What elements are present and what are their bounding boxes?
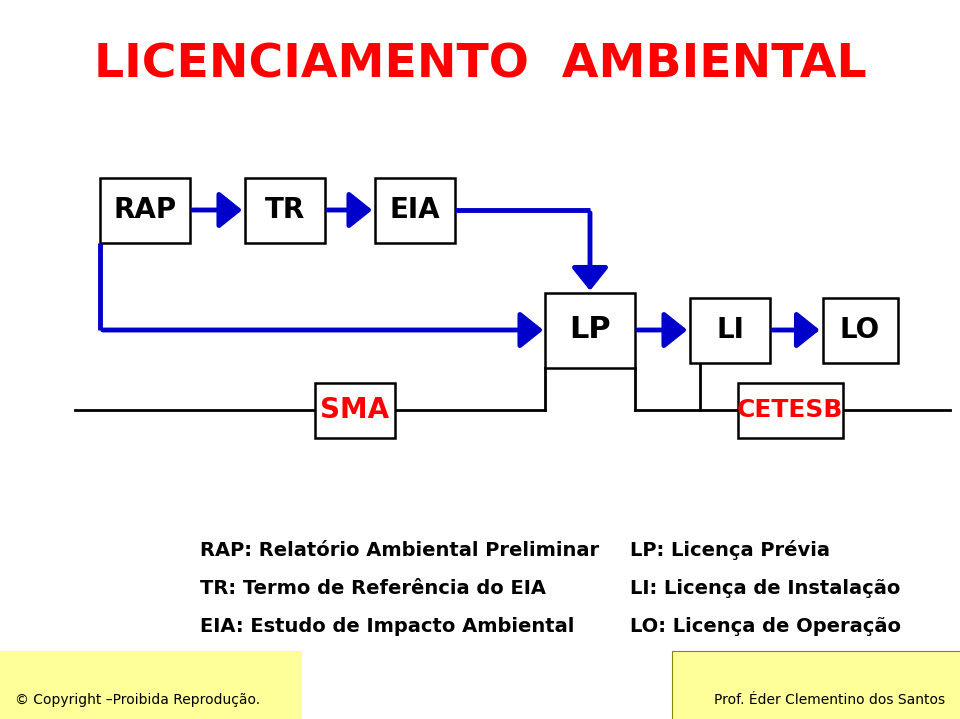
- Text: © Copyright –Proibida Reprodução.: © Copyright –Proibida Reprodução.: [15, 693, 260, 707]
- Text: RAP: Relatório Ambiental Preliminar: RAP: Relatório Ambiental Preliminar: [200, 541, 599, 559]
- Text: CETESB: CETESB: [737, 398, 843, 422]
- Bar: [375, 178, 455, 242]
- Bar: [245, 178, 325, 242]
- Text: SMA: SMA: [321, 396, 390, 424]
- Bar: [737, 383, 843, 437]
- Bar: [100, 178, 190, 242]
- Bar: [823, 298, 898, 362]
- Text: TR: Termo de Referência do EIA: TR: Termo de Referência do EIA: [200, 579, 546, 597]
- Text: LP: Licença Prévia: LP: Licença Prévia: [630, 540, 830, 560]
- Bar: [690, 298, 770, 362]
- Text: Prof. Éder Clementino dos Santos: Prof. Éder Clementino dos Santos: [714, 693, 945, 707]
- Text: LO: LO: [840, 316, 880, 344]
- Text: LI: LI: [716, 316, 744, 344]
- Text: LI: Licença de Instalação: LI: Licença de Instalação: [630, 579, 900, 597]
- Text: EIA: Estudo de Impacto Ambiental: EIA: Estudo de Impacto Ambiental: [200, 616, 574, 636]
- Bar: [315, 383, 395, 437]
- Bar: [545, 293, 635, 367]
- Text: RAP: RAP: [113, 196, 177, 224]
- Text: TR: TR: [265, 196, 305, 224]
- Text: LO: Licença de Operação: LO: Licença de Operação: [630, 616, 901, 636]
- Text: EIA: EIA: [390, 196, 441, 224]
- Text: LP: LP: [569, 316, 611, 344]
- Text: LICENCIAMENTO  AMBIENTAL: LICENCIAMENTO AMBIENTAL: [94, 42, 866, 88]
